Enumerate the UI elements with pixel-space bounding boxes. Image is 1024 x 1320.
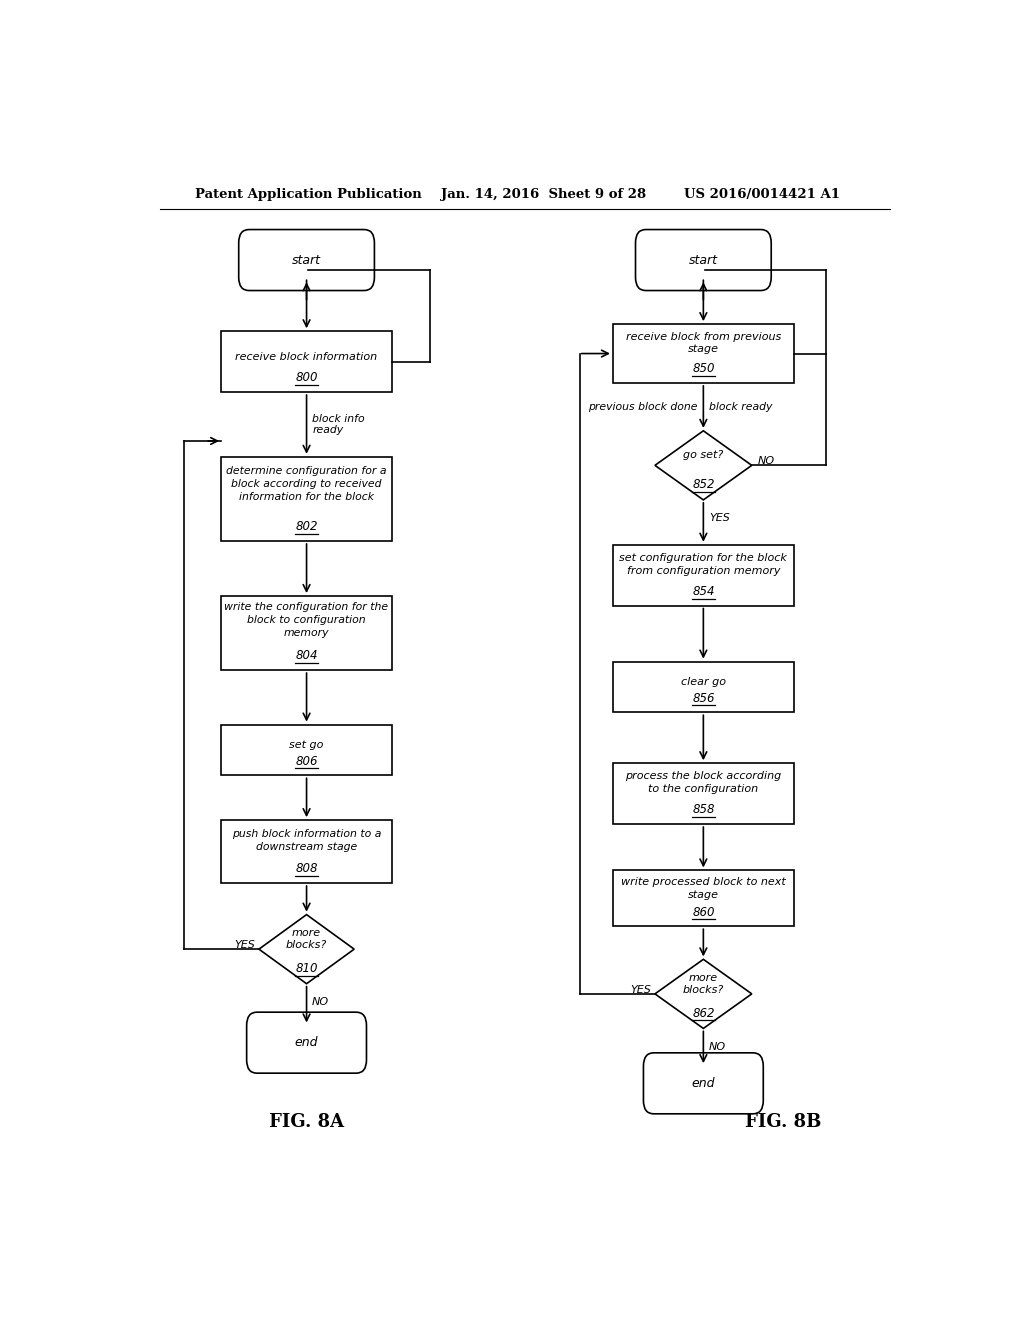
Text: go set?: go set? xyxy=(683,450,724,461)
Text: YES: YES xyxy=(234,940,255,950)
Text: 806: 806 xyxy=(295,755,317,768)
Text: FIG. 8A: FIG. 8A xyxy=(269,1113,344,1131)
Text: previous block done: previous block done xyxy=(589,401,697,412)
Text: end: end xyxy=(691,1077,715,1090)
Text: clear go: clear go xyxy=(681,677,726,686)
Text: process the block according
to the configuration: process the block according to the confi… xyxy=(626,771,781,795)
Text: receive block from previous
stage: receive block from previous stage xyxy=(626,331,781,354)
Text: YES: YES xyxy=(709,513,730,523)
FancyBboxPatch shape xyxy=(613,661,794,713)
Text: YES: YES xyxy=(630,985,651,995)
FancyBboxPatch shape xyxy=(221,725,392,775)
Text: more
blocks?: more blocks? xyxy=(683,973,724,994)
Polygon shape xyxy=(259,915,354,983)
Text: 810: 810 xyxy=(295,962,317,975)
Text: 860: 860 xyxy=(692,906,715,919)
Text: 850: 850 xyxy=(692,362,715,375)
FancyBboxPatch shape xyxy=(239,230,375,290)
Text: Jan. 14, 2016  Sheet 9 of 28: Jan. 14, 2016 Sheet 9 of 28 xyxy=(441,189,646,202)
FancyBboxPatch shape xyxy=(613,325,794,383)
Polygon shape xyxy=(655,960,752,1028)
Text: set go: set go xyxy=(290,741,324,750)
FancyBboxPatch shape xyxy=(221,595,392,671)
Text: 802: 802 xyxy=(295,520,317,533)
Text: block ready: block ready xyxy=(709,401,772,412)
FancyBboxPatch shape xyxy=(247,1012,367,1073)
Text: NO: NO xyxy=(312,997,330,1007)
Text: 862: 862 xyxy=(692,1007,715,1019)
FancyBboxPatch shape xyxy=(221,820,392,883)
Text: set configuration for the block
from configuration memory: set configuration for the block from con… xyxy=(620,553,787,576)
FancyBboxPatch shape xyxy=(613,545,794,606)
Text: 800: 800 xyxy=(295,371,317,384)
FancyBboxPatch shape xyxy=(221,331,392,392)
Text: receive block information: receive block information xyxy=(236,351,378,362)
Text: write the configuration for the
block to configuration
memory: write the configuration for the block to… xyxy=(224,602,389,638)
FancyBboxPatch shape xyxy=(221,457,392,541)
Polygon shape xyxy=(655,430,752,500)
Text: determine configuration for a
block according to received
information for the bl: determine configuration for a block acco… xyxy=(226,466,387,502)
Text: end: end xyxy=(295,1036,318,1049)
Text: 852: 852 xyxy=(692,478,715,491)
Text: 804: 804 xyxy=(295,649,317,663)
Text: 808: 808 xyxy=(295,862,317,875)
Text: write processed block to next
stage: write processed block to next stage xyxy=(621,876,785,900)
FancyBboxPatch shape xyxy=(613,870,794,927)
Text: push block information to a
downstream stage: push block information to a downstream s… xyxy=(231,829,381,851)
Text: start: start xyxy=(292,253,322,267)
FancyBboxPatch shape xyxy=(643,1053,763,1114)
Text: NO: NO xyxy=(709,1041,726,1052)
Text: US 2016/0014421 A1: US 2016/0014421 A1 xyxy=(684,189,840,202)
Text: more
blocks?: more blocks? xyxy=(286,928,328,950)
Text: start: start xyxy=(689,253,718,267)
Text: 856: 856 xyxy=(692,692,715,705)
Text: FIG. 8B: FIG. 8B xyxy=(744,1113,821,1131)
FancyBboxPatch shape xyxy=(613,763,794,824)
Text: Patent Application Publication: Patent Application Publication xyxy=(196,189,422,202)
FancyBboxPatch shape xyxy=(636,230,771,290)
Text: 854: 854 xyxy=(692,585,715,598)
Text: block info
ready: block info ready xyxy=(312,413,365,436)
Text: 858: 858 xyxy=(692,804,715,816)
Text: NO: NO xyxy=(758,457,775,466)
